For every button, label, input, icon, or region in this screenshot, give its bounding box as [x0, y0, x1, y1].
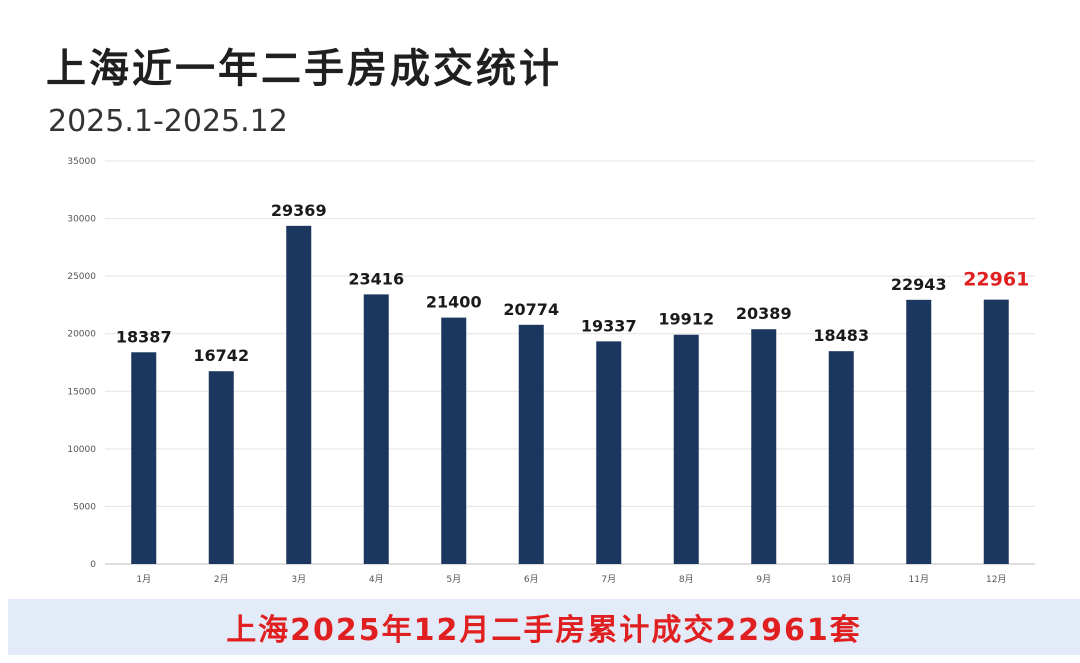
x-tick-label: 4月: [369, 574, 384, 585]
data-label: 18483: [813, 326, 869, 345]
data-label: 18387: [116, 327, 172, 346]
x-tick-label: 2月: [214, 574, 229, 585]
chart-subtitle: 2025.1-2025.12: [48, 104, 288, 139]
y-tick-label: 20000: [67, 330, 96, 340]
x-tick-label: 7月: [601, 574, 616, 585]
bar: [131, 352, 157, 564]
y-axis: 0 5000 10000 15000 20000 25000 30000 35000: [67, 157, 96, 570]
y-tick-label: 35000: [67, 157, 96, 167]
bar: [286, 225, 312, 564]
data-label: 22961: [963, 269, 1029, 291]
y-tick-label: 25000: [67, 272, 96, 282]
y-tick-label: 0: [90, 560, 96, 570]
bar: [596, 341, 622, 564]
x-tick-label: 6月: [524, 574, 539, 585]
x-tick-label: 10月: [831, 574, 851, 585]
data-label: 22943: [891, 275, 947, 294]
bar: [906, 299, 932, 564]
x-tick-label: 9月: [756, 574, 771, 585]
chart-title: 上海近一年二手房成交统计: [46, 46, 562, 92]
x-tick-label: 3月: [291, 574, 306, 585]
y-tick-label: 15000: [67, 387, 96, 397]
x-tick-label: 11月: [909, 574, 929, 585]
data-label: 19912: [658, 310, 714, 329]
summary-banner-text: 上海2025年12月二手房累计成交22961套: [226, 613, 862, 648]
bars: [131, 225, 1009, 564]
bar: [983, 299, 1009, 564]
x-tick-label: 5月: [446, 574, 461, 585]
bar: [208, 371, 234, 564]
data-label: 20389: [736, 304, 792, 323]
bar: [518, 324, 544, 564]
data-labels: 18387 16742 29369 23416 21400 20774 19337 19912…: [116, 201, 1029, 365]
y-tick-label: 30000: [67, 215, 96, 225]
x-tick-label: 12月: [986, 574, 1006, 585]
y-tick-label: 10000: [67, 445, 96, 455]
x-tick-label: 1月: [136, 574, 151, 585]
bar: [673, 334, 699, 564]
data-label: 16742: [193, 346, 249, 365]
data-label: 19337: [581, 316, 637, 335]
bar-chart: 0 5000 10000 15000 20000 25000 30000 35000 1838…: [67, 157, 1035, 585]
x-axis: 1月 2月 3月 4月 5月 6月 7月 8月 9月 10月 11月 12月: [136, 574, 1006, 585]
data-label: 29369: [271, 201, 327, 220]
bar: [751, 329, 777, 564]
summary-banner: 上海2025年12月二手房累计成交22961套: [8, 599, 1080, 655]
x-tick-label: 8月: [679, 574, 694, 585]
data-label: 20774: [503, 300, 559, 319]
bar: [828, 351, 854, 564]
gridlines: [105, 160, 1035, 565]
bar: [441, 317, 467, 564]
data-label: 21400: [426, 293, 482, 312]
bar: [363, 294, 389, 564]
data-label: 23416: [348, 269, 404, 288]
y-tick-label: 5000: [73, 502, 96, 512]
